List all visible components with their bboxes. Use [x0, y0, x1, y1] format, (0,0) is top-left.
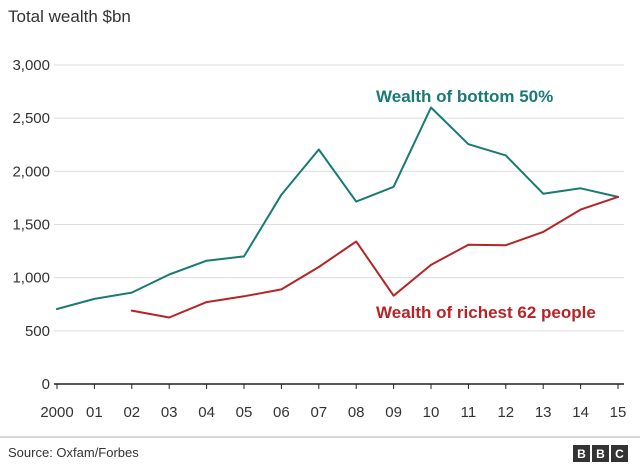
x-tick-label: 12 — [497, 404, 514, 421]
data-point — [243, 255, 245, 258]
y-tick-label: 3,000 — [12, 57, 50, 74]
x-tick-label: 02 — [123, 404, 140, 421]
data-point — [93, 298, 96, 300]
data-point — [280, 193, 283, 196]
data-point — [168, 316, 170, 319]
y-tick-label: 2,000 — [12, 163, 50, 180]
y-tick-label: 1,500 — [12, 217, 50, 234]
data-point — [243, 295, 245, 298]
x-tick-label: 05 — [236, 404, 253, 421]
y-tick-label: 2,500 — [12, 110, 50, 127]
data-point — [355, 240, 358, 243]
series-label-richest-62: Wealth of richest 62 people — [376, 303, 596, 322]
x-tick-label: 10 — [423, 404, 440, 421]
x-tick-label: 06 — [273, 404, 290, 421]
x-tick-label: 08 — [348, 404, 365, 421]
x-tick-label: 14 — [572, 404, 589, 421]
data-point — [318, 266, 320, 268]
chart-title: Total wealth $bn — [8, 7, 131, 26]
data-point — [467, 143, 470, 146]
x-tick-label: 03 — [161, 404, 178, 421]
data-point — [542, 192, 544, 195]
data-point — [467, 243, 470, 246]
x-axis-ticks: 2000 01 02 03 04 05 06 07 08 09 10 11 12 13 14 15 — [40, 384, 626, 421]
data-point — [430, 264, 432, 266]
data-point — [131, 291, 133, 294]
x-tick-label: 15 — [610, 404, 627, 421]
x-tick-label: 01 — [86, 404, 103, 421]
bbc-logo-block-3 — [611, 445, 628, 462]
series-label-bottom-50: Wealth of bottom 50% — [376, 87, 553, 106]
data-point — [131, 309, 133, 312]
data-point — [280, 288, 283, 291]
series-line-richest-62 — [130, 195, 619, 319]
x-tick-label: 09 — [385, 404, 402, 421]
series-line-bottom-50 — [56, 106, 619, 310]
data-point — [617, 196, 619, 198]
series-lines — [56, 106, 619, 319]
data-point — [505, 154, 507, 157]
x-tick-label: 11 — [461, 404, 477, 421]
y-tick-label: 500 — [25, 323, 50, 340]
data-point — [168, 273, 170, 276]
x-tick-label: 13 — [535, 404, 552, 421]
y-axis-ticks: 0 500 1,000 1,500 2,000 2,500 3,000 — [12, 57, 50, 393]
data-point — [205, 301, 208, 303]
bbc-logo: B B C — [573, 445, 628, 462]
data-point — [392, 294, 395, 297]
bbc-logo-letter-1: B — [577, 447, 586, 461]
x-tick-label: 2000 — [40, 404, 73, 421]
data-point — [318, 148, 320, 151]
bbc-logo-block-2 — [592, 445, 609, 462]
y-tick-label: 1,000 — [12, 270, 50, 287]
x-tick-label: 04 — [198, 404, 215, 421]
data-point — [579, 187, 582, 190]
x-tick-label: 07 — [310, 404, 327, 421]
gridlines — [54, 64, 624, 385]
data-point — [205, 259, 208, 262]
data-point — [430, 106, 432, 109]
data-point — [392, 185, 395, 188]
bbc-logo-block-1 — [573, 445, 590, 462]
source-note: Source: Oxfam/Forbes — [8, 445, 139, 460]
data-point — [542, 231, 544, 233]
bbc-logo-letter-3: C — [615, 447, 624, 461]
data-point — [56, 308, 58, 310]
data-point — [355, 200, 358, 203]
bbc-logo-letter-2: B — [596, 447, 605, 461]
data-point — [579, 208, 582, 211]
y-tick-label: 0 — [42, 376, 50, 393]
data-point — [505, 244, 507, 247]
